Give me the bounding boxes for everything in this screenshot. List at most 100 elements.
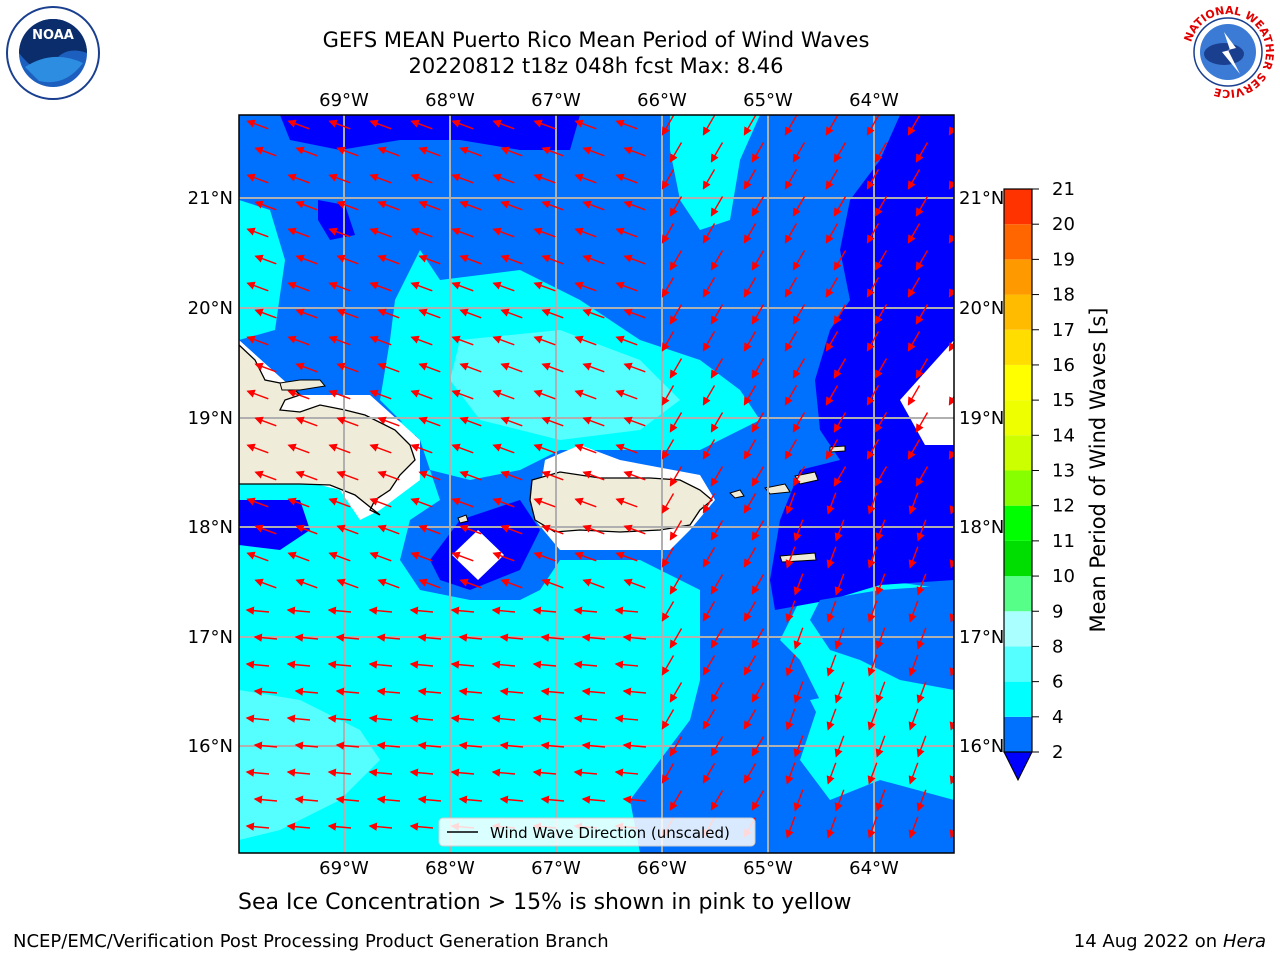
wind-wave-arrow	[295, 308, 318, 319]
wind-wave-arrow	[541, 578, 564, 589]
ocean-deep-blue-sw	[239, 500, 310, 550]
lat-tick-label: 18°N	[959, 517, 1004, 538]
wind-wave-arrow	[669, 790, 683, 811]
wind-wave-arrow	[743, 709, 757, 730]
land-mona	[457, 514, 469, 524]
wind-wave-arrow	[751, 412, 765, 433]
wind-wave-arrow	[377, 308, 400, 319]
wind-wave-arrow	[533, 335, 556, 346]
wind-wave-arrow	[410, 281, 433, 292]
wind-wave-arrow	[867, 546, 878, 569]
wind-wave-arrow	[246, 227, 269, 238]
wind-wave-arrow	[866, 331, 880, 352]
wind-wave-arrow	[908, 708, 919, 731]
wind-wave-arrow	[710, 790, 724, 811]
wind-wave-arrow	[833, 412, 847, 433]
wind-wave-arrow	[287, 173, 310, 184]
wind-wave-arrow	[743, 493, 757, 514]
wind-wave-arrow	[784, 115, 798, 136]
wind-wave-arrow	[669, 574, 683, 595]
wind-wave-arrow	[915, 250, 929, 271]
wind-wave-arrow	[743, 547, 757, 568]
wind-wave-arrow	[866, 385, 880, 406]
lat-tick-label: 18°N	[188, 517, 233, 538]
wind-wave-arrow	[874, 196, 888, 217]
wind-wave-arrow	[948, 395, 954, 406]
wind-wave-arrow	[533, 227, 556, 238]
wind-wave-arrow	[491, 768, 516, 777]
wind-wave-arrow	[874, 358, 888, 379]
wind-wave-arrow	[335, 687, 360, 696]
wind-wave-arrow	[254, 254, 277, 265]
wind-wave-arrow	[874, 250, 888, 271]
wind-wave-arrow	[833, 304, 847, 325]
wind-wave-arrow	[661, 385, 675, 406]
wind-wave-arrow	[418, 146, 441, 157]
wind-wave-arrow	[907, 115, 921, 136]
lat-tick-label: 17°N	[959, 627, 1004, 648]
lat-tick-label: 16°N	[959, 736, 1004, 757]
wind-wave-arrow	[958, 251, 969, 270]
wind-wave-arrow	[410, 227, 433, 238]
lon-tick-label: 67°W	[531, 858, 581, 879]
wind-wave-arrow	[908, 816, 919, 839]
wind-wave-arrow	[287, 497, 310, 508]
lat-ticks-right: 21°N 20°N 19°N 18°N 17°N 16°N	[959, 188, 1004, 757]
wind-wave-arrow	[751, 736, 765, 757]
wind-wave-arrow	[743, 277, 757, 298]
wind-wave-arrow	[874, 466, 888, 487]
wind-wave-arrow	[792, 466, 806, 487]
wind-wave-arrow	[874, 142, 888, 163]
wind-wave-arrow	[915, 304, 929, 325]
wind-wave-arrow	[908, 546, 919, 569]
colorbar: 2 4 6 8 9 10 11 12 13 14 15 16 17 18 19 20 21	[1003, 179, 1075, 782]
wind-wave-arrow	[491, 606, 516, 615]
wind-wave-arrow	[410, 443, 433, 454]
wind-wave-arrow	[743, 655, 757, 676]
wind-wave-arrow	[825, 169, 839, 190]
lon-ticks-top: 69°W 68°W 67°W 66°W 65°W 64°W	[319, 90, 899, 111]
wind-wave-arrow	[574, 281, 597, 292]
wind-wave-arrow	[533, 389, 556, 400]
wind-wave-arrow	[377, 200, 400, 211]
wind-wave-arrow	[785, 492, 796, 515]
wind-wave-arrow	[669, 196, 683, 217]
colorbar-tick-label: 14	[1052, 425, 1075, 446]
wind-wave-arrow	[958, 467, 969, 486]
wind-wave-arrow	[702, 439, 716, 460]
footer-date-text: 14 Aug 2022 on	[1073, 931, 1218, 952]
wind-wave-arrow	[661, 331, 675, 352]
wind-wave-arrow	[623, 416, 646, 427]
wind-wave-arrow	[661, 601, 675, 622]
wind-wave-arrow	[451, 281, 474, 292]
wind-wave-arrow	[661, 709, 675, 730]
wind-wave-arrow	[245, 660, 270, 669]
wind-wave-arrow	[825, 385, 839, 406]
colorbar-cell	[1004, 224, 1032, 260]
wind-wave-arrow	[540, 741, 565, 750]
wind-wave-arrow	[784, 169, 798, 190]
wind-wave-arrow	[792, 250, 806, 271]
wind-wave-arrow	[540, 687, 565, 696]
wind-wave-arrow	[710, 466, 724, 487]
lat-ticks-left: 21°N 20°N 19°N 18°N 17°N 16°N	[188, 188, 233, 757]
wind-wave-arrow	[916, 573, 927, 596]
wind-wave-arrow	[743, 385, 757, 406]
wind-wave-arrow	[833, 142, 847, 163]
wind-wave-arrow	[418, 200, 441, 211]
colorbar-tick-label: 18	[1052, 285, 1075, 306]
wind-wave-arrow	[908, 762, 919, 785]
wind-wave-arrow	[615, 443, 638, 454]
colorbar-cell	[1004, 189, 1032, 225]
wind-wave-arrow	[254, 416, 277, 427]
colorbar-tick-label: 19	[1052, 249, 1075, 270]
wind-wave-arrow	[369, 551, 392, 562]
wind-wave-arrow	[377, 524, 400, 535]
wind-wave-arrow	[327, 768, 352, 777]
wind-wave-arrow	[825, 223, 839, 244]
wind-wave-arrow	[875, 519, 886, 542]
wind-wave-arrow	[533, 119, 556, 130]
wind-wave-arrow	[458, 795, 483, 804]
wind-wave-arrow	[254, 362, 277, 373]
wind-wave-arrow	[574, 335, 597, 346]
